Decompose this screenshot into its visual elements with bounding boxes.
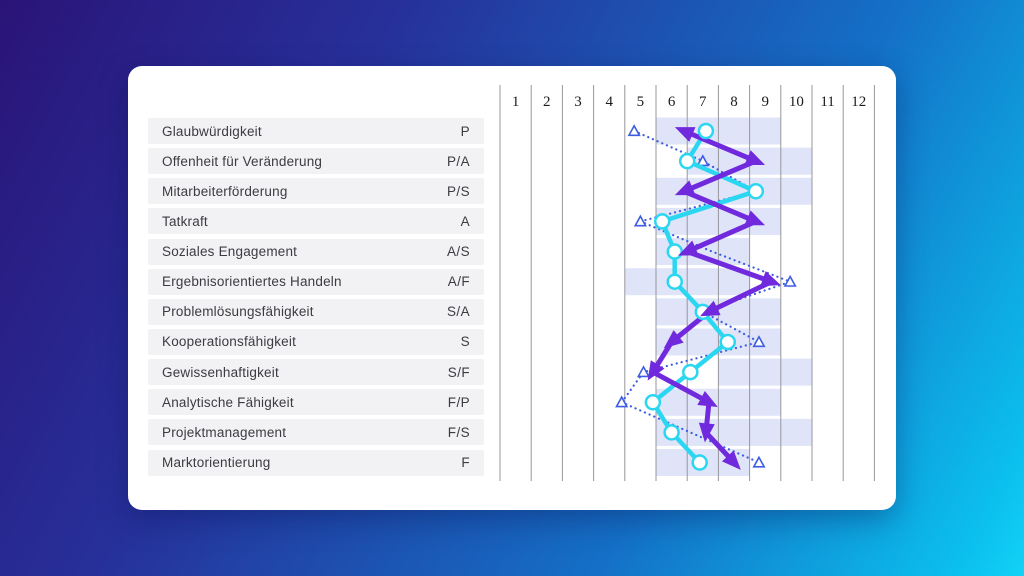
target-band — [718, 358, 812, 386]
arrow-marker — [674, 180, 696, 196]
scale-tick: 12 — [851, 94, 866, 110]
competency-label: Offenheit für Veränderung — [162, 153, 323, 169]
competency-label: Tatkraft — [162, 213, 208, 229]
competency-code: F — [461, 455, 470, 471]
competency-code: P/S — [447, 183, 470, 199]
scale-tick: 11 — [820, 94, 834, 110]
scale-tick: 3 — [574, 94, 582, 110]
circle-marker — [747, 183, 765, 200]
competency-row: Analytische Fähigkeit F/P — [148, 389, 484, 416]
circle-marker — [666, 243, 683, 260]
competency-row: Tatkraft A — [148, 208, 484, 235]
purple-series-line — [650, 128, 774, 465]
competency-code: F/S — [447, 424, 470, 440]
scale-tick: 1 — [512, 94, 519, 110]
triangle-marker — [636, 365, 651, 378]
circle-marker — [644, 394, 662, 411]
competency-label: Kooperationsfähigkeit — [162, 334, 297, 350]
arrow-marker — [744, 150, 766, 166]
competency-code: F/P — [447, 394, 470, 410]
competency-row: Ergebnisorientiertes Handeln A/F — [148, 268, 484, 295]
scale-tick: 2 — [543, 94, 551, 110]
arrow-marker — [700, 300, 721, 317]
competency-code: S — [460, 334, 470, 350]
triangle-marker — [696, 154, 710, 167]
competency-label: Mitarbeiterförderung — [162, 183, 288, 199]
profile-card: Glaubwürdigkeit P Offenheit für Veränderun… — [128, 66, 896, 510]
competency-label: Soziales Engagement — [162, 244, 298, 260]
competency-label: Glaubwürdigkeit — [162, 123, 262, 139]
competency-code: P — [460, 123, 470, 139]
competency-row: Mitarbeiterförderung P/S — [148, 178, 484, 205]
competency-list: Glaubwürdigkeit P Offenheit für Veränderun… — [128, 66, 896, 510]
profile-chart: 1 2 3 4 5 6 7 8 9 10 11 12 — [499, 85, 875, 481]
triangle-marker — [627, 124, 641, 137]
arrow-marker — [663, 330, 684, 349]
competency-row: Gewissenhaftigkeit S/F — [148, 359, 484, 386]
arrow-marker — [678, 240, 699, 256]
circle-marker — [691, 454, 708, 471]
arrow-marker — [647, 360, 665, 381]
competency-code: S/A — [447, 304, 470, 320]
scale-tick: 9 — [761, 94, 769, 110]
circle-marker — [719, 333, 737, 351]
competency-code: S/F — [447, 364, 470, 380]
arrow-marker — [744, 210, 766, 226]
scale-tick: 6 — [668, 94, 676, 110]
competency-code: P/A — [447, 153, 470, 169]
scale-tick: 4 — [605, 94, 613, 110]
circle-marker — [682, 363, 699, 381]
arrow-marker — [698, 422, 715, 443]
competency-label: Analytische Fähigkeit — [162, 394, 294, 410]
triangle-marker — [752, 335, 766, 348]
competency-row: Offenheit für Veränderung P/A — [148, 148, 484, 175]
triangle-marker — [783, 274, 797, 287]
circle-marker — [697, 122, 715, 140]
competency-code: A — [460, 213, 470, 229]
competency-row: Glaubwürdigkeit P — [148, 118, 484, 144]
scale-tick: 7 — [699, 94, 707, 110]
competency-label: Marktorientierung — [162, 455, 271, 471]
scale-tick: 8 — [730, 94, 738, 110]
circle-marker — [653, 213, 671, 230]
competency-label: Projektmanagement — [162, 424, 287, 440]
competency-code: A/F — [447, 274, 470, 290]
triangle-marker — [752, 455, 766, 468]
competency-label: Problemlösungsfähigkeit — [162, 304, 314, 320]
arrow-marker — [760, 271, 781, 287]
competency-label: Gewissenhaftigkeit — [162, 364, 279, 380]
circle-marker — [663, 424, 680, 441]
circle-marker — [678, 152, 696, 170]
arrow-marker — [697, 390, 718, 407]
competency-row: Kooperationsfähigkeit S — [148, 328, 484, 355]
competency-row: Projektmanagement F/S — [148, 419, 484, 446]
scale-tick: 5 — [637, 94, 645, 110]
triangle-marker — [615, 395, 629, 408]
triangle-marker — [633, 214, 647, 227]
competency-row: Problemlösungsfähigkeit S/A — [148, 298, 484, 325]
arrow-marker — [722, 450, 741, 470]
competency-label: Ergebnisorientiertes Handeln — [162, 274, 342, 290]
competency-row: Marktorientierung F — [148, 449, 484, 476]
scale-tick: 10 — [789, 94, 804, 110]
competency-row: Soziales Engagement A/S — [148, 238, 484, 265]
circle-marker — [666, 273, 683, 290]
arrow-marker — [674, 127, 696, 142]
competency-code: A/S — [447, 244, 470, 260]
